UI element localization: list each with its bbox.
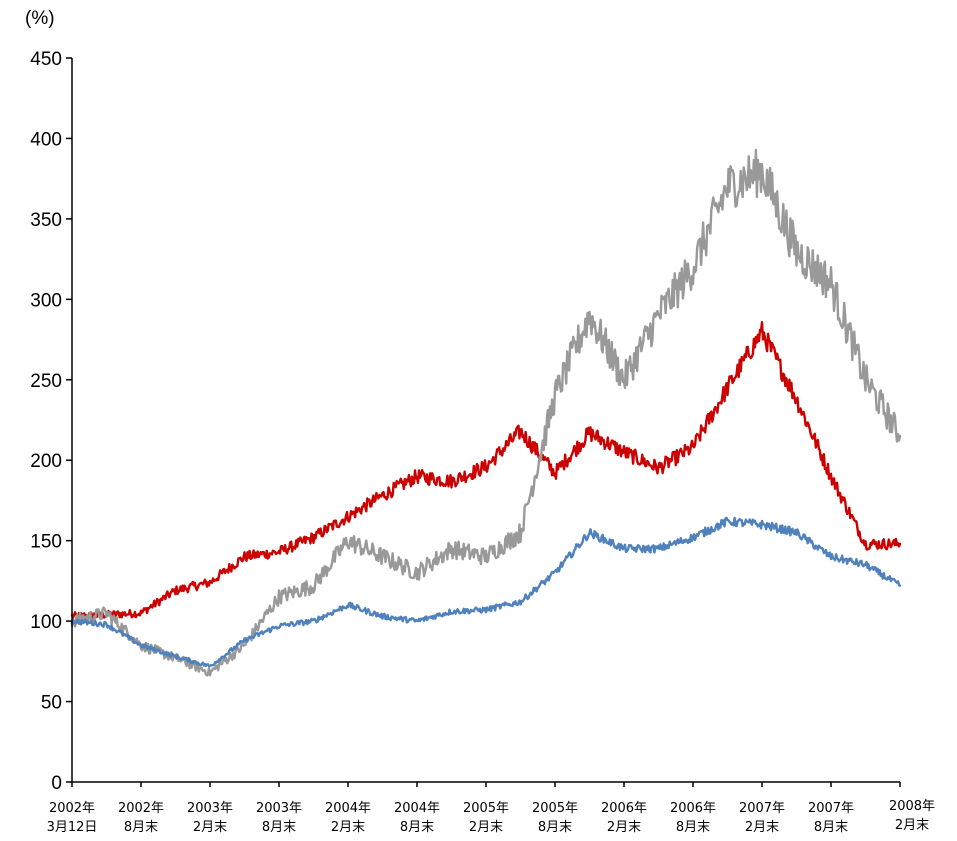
y-tick-label: 400 xyxy=(30,129,62,150)
x-tick-label: 8月末 xyxy=(814,820,848,835)
x-tick-label: 2008年 xyxy=(889,799,935,814)
x-tick-label: 2007年 xyxy=(739,801,785,816)
x-tick-label: 2002年 xyxy=(49,801,95,816)
y-tick-label: 0 xyxy=(51,773,62,794)
x-tick-label: 2005年 xyxy=(463,801,509,816)
x-tick-label: 2002年 xyxy=(118,801,164,816)
y-tick-label: 300 xyxy=(30,290,62,311)
x-tick-label: 8月末 xyxy=(124,820,158,835)
x-tick-label: 2004年 xyxy=(394,801,440,816)
y-tick-label: 150 xyxy=(30,532,62,553)
series-lines xyxy=(70,148,902,677)
series-line-1 xyxy=(70,321,902,620)
y-axis-ticks: 0 50 100 150 200 250 300 350 400 450 xyxy=(30,49,72,794)
x-tick-label: 8月末 xyxy=(676,820,710,835)
x-tick-label: 8月末 xyxy=(400,820,434,835)
x-tick-label: 2月末 xyxy=(895,818,929,833)
x-tick-label: 8月末 xyxy=(538,820,572,835)
y-tick-label: 50 xyxy=(41,693,62,714)
x-tick-label: 2007年 xyxy=(808,801,854,816)
series-line-2 xyxy=(70,148,902,677)
series-line-3 xyxy=(70,516,902,668)
x-tick-label: 2月末 xyxy=(607,820,641,835)
y-axis-unit-label: (%) xyxy=(25,8,55,29)
y-tick-label: 350 xyxy=(30,210,62,231)
y-tick-label: 200 xyxy=(30,451,62,472)
x-tick-label: 2月末 xyxy=(331,820,365,835)
x-tick-label: 2003年 xyxy=(256,801,302,816)
x-tick-label: 2004年 xyxy=(325,801,371,816)
x-tick-label: 3月12日 xyxy=(47,820,98,835)
x-tick-label: 2005年 xyxy=(532,801,578,816)
x-tick-label: 2月末 xyxy=(745,820,779,835)
x-tick-label: 2006年 xyxy=(670,801,716,816)
y-tick-label: 100 xyxy=(30,612,62,633)
y-tick-label: 450 xyxy=(30,49,62,70)
y-tick-label: 250 xyxy=(30,371,62,392)
x-tick-label: 2月末 xyxy=(469,820,503,835)
x-axis-ticks: 2002年 3月12日 2002年 8月末 2003年 2月末 2003年 8月末 2004年 2… xyxy=(47,782,935,835)
x-tick-label: 2003年 xyxy=(187,801,233,816)
x-tick-label: 8月末 xyxy=(262,820,296,835)
x-tick-label: 2006年 xyxy=(601,801,647,816)
x-tick-label: 2月末 xyxy=(193,820,227,835)
